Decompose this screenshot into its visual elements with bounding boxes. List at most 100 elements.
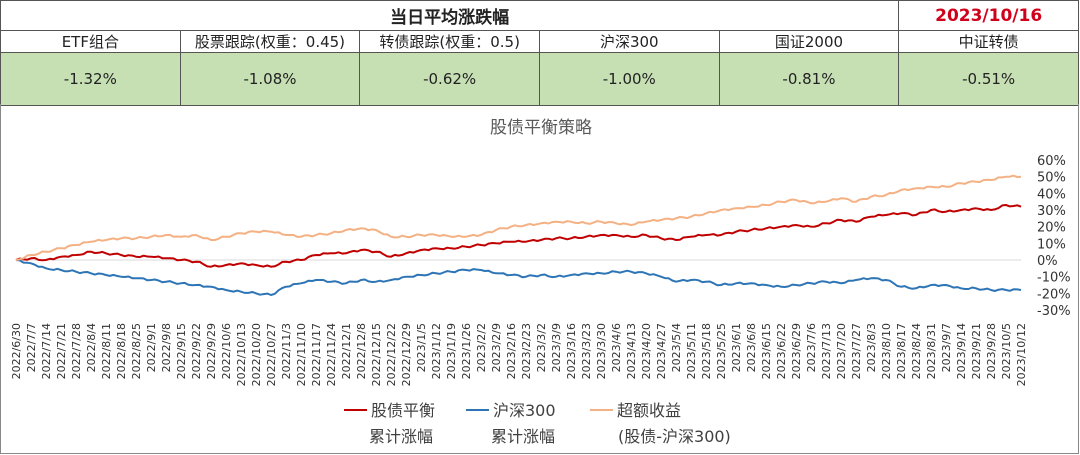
x-tick-label: 2023/7/20 [835,323,848,379]
x-tick-label: 2023/8/24 [910,323,923,379]
x-tick-label: 2022/12/15 [370,323,383,386]
legend-sublabel: (股债-沪深300) [618,427,731,446]
value-cell: -0.51% [898,52,1079,106]
value-cell: -1.00% [538,52,720,106]
legend-label: 沪深300 [493,401,556,420]
y-tick-label: -20% [1037,287,1071,302]
x-tick-label: 2022/8/18 [115,323,128,379]
x-tick-label: 2022/8/4 [85,323,98,372]
x-tick-label: 2023/1/12 [430,323,443,379]
x-tick-label: 2023/3/2 [535,323,548,372]
x-tick-label: 2023/4/6 [610,323,623,372]
column-header: 股票跟踪(权重：0.45) [179,30,361,53]
x-tick-label: 2022/11/10 [295,323,308,386]
x-tick-label: 2023/7/13 [820,323,833,379]
x-tick-label: 2023/1/19 [445,323,458,379]
legend-label: 超额收益 [617,401,681,420]
x-tick-label: 2022/9/22 [190,323,203,379]
x-tick-label: 2023/7/27 [850,323,863,379]
x-tick-label: 2022/9/15 [175,323,188,379]
summary-table: 当日平均涨跌幅 2023/10/16 ETF组合 股票跟踪(权重：0.45) 转… [0,0,1079,106]
y-tick-label: 20% [1037,221,1066,236]
column-header: 转债跟踪(权重：0.5) [359,30,540,53]
summary-title: 当日平均涨跌幅 [0,0,900,31]
x-tick-label: 2022/11/17 [310,323,323,386]
x-tick-label: 2022/9/1 [145,323,158,372]
x-tick-label: 2023/7/6 [805,323,818,372]
x-tick-label: 2022/10/20 [250,323,263,386]
column-header: 沪深300 [538,30,720,53]
x-tick-label: 2022/12/29 [400,323,413,386]
x-tick-label: 2023/4/13 [625,323,638,379]
value-cell: -0.81% [718,52,900,106]
x-tick-label: 2023/10/12 [1015,323,1028,386]
x-tick-label: 2023/2/16 [505,323,518,379]
y-tick-label: 10% [1037,237,1066,252]
x-tick-label: 2023/3/9 [550,323,563,372]
y-tick-label: -10% [1037,271,1071,286]
x-tick-label: 2022/7/7 [25,323,38,372]
column-header: ETF组合 [0,30,181,53]
x-tick-label: 2023/9/21 [970,323,983,379]
x-tick-label: 2022/8/11 [100,323,113,379]
value-cell: -1.08% [179,52,361,106]
x-tick-label: 2023/5/25 [715,323,728,379]
series-line [15,174,1022,261]
legend-sublabel: 累计涨幅 [491,427,555,446]
summary-date: 2023/10/16 [898,0,1079,31]
x-tick-label: 2023/1/5 [415,323,428,372]
line-chart: 股债平衡策略 60%50%40%30%20%10%0%-10%-20%-30% … [10,118,1071,446]
x-tick-label: 2022/6/30 [10,323,23,379]
x-tick-label: 2023/3/30 [595,323,608,379]
x-tick-label: 2022/10/27 [265,323,278,386]
value-cell: -1.32% [0,52,181,106]
column-header: 中证转债 [898,30,1079,53]
value-cell: -0.62% [359,52,540,106]
x-tick-label: 2023/5/11 [685,323,698,379]
x-tick-label: 2022/7/28 [70,323,83,379]
x-tick-label: 2023/1/26 [460,323,473,379]
x-tick-label: 2023/4/20 [640,323,653,379]
y-axis: 60% 50%40% 30% 20%10% 0% -10%-20% -30% [1037,154,1071,319]
x-tick-label: 2023/5/18 [700,323,713,379]
x-tick-label: 2023/8/17 [895,323,908,379]
y-tick-label: 50% [1037,171,1066,186]
x-tick-label: 2023/9/14 [955,323,968,379]
x-tick-label: 2023/8/31 [925,323,938,379]
x-tick-label: 2022/10/6 [220,323,233,379]
x-tick-label: 2023/4/27 [655,323,668,379]
x-tick-label: 2023/8/3 [865,323,878,372]
x-tick-label: 2022/11/3 [280,323,293,379]
x-tick-label: 2023/3/16 [565,323,578,379]
x-tick-label: 2023/9/28 [985,323,998,379]
x-tick-label: 2022/7/14 [40,323,53,379]
x-tick-label: 2022/9/8 [160,323,173,372]
x-tick-label: 2023/6/15 [760,323,773,379]
chart-panel: 股债平衡策略 60% 50% 40% 30% 20% 10% 0% -10% -20% -30% … [0,104,1079,454]
x-tick-label: 2023/5/4 [670,323,683,372]
x-tick-label: 2022/9/29 [205,323,218,379]
x-tick-label: 2023/8/10 [880,323,893,379]
legend-label: 股债平衡 [371,401,435,420]
x-tick-label: 2022/12/22 [385,323,398,386]
series-lines [15,174,1022,296]
x-tick-label: 2023/2/2 [475,323,488,372]
x-axis: 2022/6/30 2022/7/7 2022/7/14 2022/7/21 2022/… [10,259,1028,386]
x-tick-label: 2023/9/7 [940,323,953,372]
x-tick-label: 2023/2/9 [490,323,503,372]
x-tick-label: 2023/6/1 [730,323,743,372]
y-tick-label: 30% [1037,204,1066,219]
legend-sublabel: 累计涨幅 [369,427,433,446]
x-tick-label: 2022/8/25 [130,323,143,379]
x-tick-label: 2022/10/13 [235,323,248,386]
y-tick-label: 0% [1037,254,1058,269]
y-tick-label: -30% [1037,304,1071,319]
series-line [15,204,1022,268]
x-tick-label: 2022/12/1 [340,323,353,379]
y-tick-label: 60% [1037,154,1066,169]
chart-title: 股债平衡策略 [490,118,592,138]
y-tick-label: 40% [1037,187,1066,202]
column-header: 国证2000 [718,30,900,53]
x-tick-label: 2023/6/22 [775,323,788,379]
